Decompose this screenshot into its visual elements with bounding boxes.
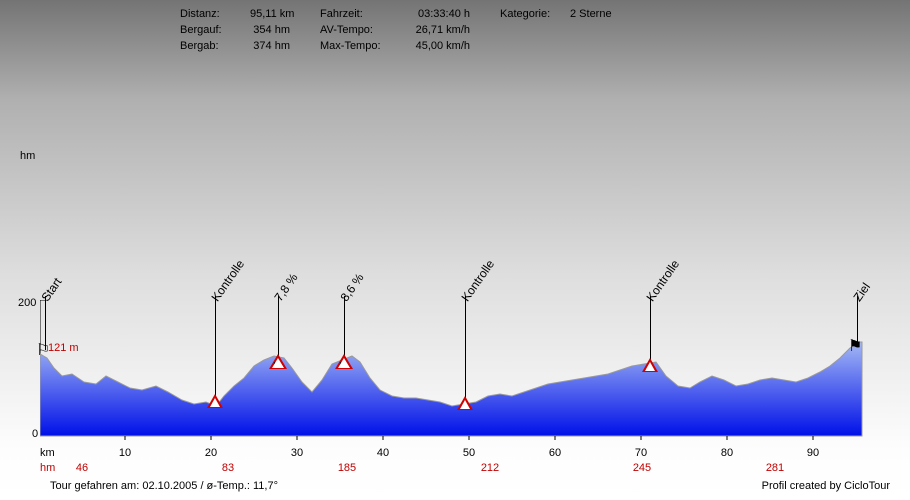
stats-grid: Distanz: 95,11 km Fahrzeit: 03:33:40 h K… bbox=[180, 8, 860, 52]
x-tick-label: 40 bbox=[368, 447, 398, 459]
start-elevation-label: 121 m bbox=[48, 342, 79, 354]
x-tick-label: 10 bbox=[110, 447, 140, 459]
x-tick-label: 90 bbox=[798, 447, 828, 459]
stat-label: Bergab: bbox=[180, 40, 250, 52]
finish-flag-icon: ⚑ bbox=[848, 336, 862, 356]
x-tick-label: 80 bbox=[712, 447, 742, 459]
hm-tick-label: 46 bbox=[67, 462, 97, 474]
slope-triangle-icon bbox=[269, 354, 287, 369]
x-tick-label: 70 bbox=[626, 447, 656, 459]
marker-pin bbox=[278, 296, 279, 356]
stat-value: 374 hm bbox=[250, 40, 320, 52]
stat-label: Fahrzeit: bbox=[320, 8, 410, 20]
stat-label: AV-Tempo: bbox=[320, 24, 410, 36]
y-tick-min: 0 bbox=[32, 428, 38, 440]
hm-tick-label: 281 bbox=[760, 462, 790, 474]
stat-value: 45,00 km/h bbox=[410, 40, 500, 52]
footer-credit: Profil created by CicloTour bbox=[762, 480, 890, 492]
x-tick-label: 30 bbox=[282, 447, 312, 459]
marker-label: Kontrolle bbox=[459, 257, 498, 304]
stat-label: Kategorie: bbox=[500, 8, 570, 20]
hm-axis-unit: hm bbox=[40, 462, 55, 474]
marker-pin bbox=[465, 296, 466, 398]
stat-label: Bergauf: bbox=[180, 24, 250, 36]
stat-label: Distanz: bbox=[180, 8, 250, 20]
marker-pin bbox=[215, 296, 216, 396]
marker-pin bbox=[650, 296, 651, 360]
x-tick-label: 50 bbox=[454, 447, 484, 459]
footer-tour-info: Tour gefahren am: 02.10.2005 / ø-Temp.: … bbox=[50, 480, 278, 492]
marker-pin bbox=[344, 296, 345, 356]
x-tick-label: 60 bbox=[540, 447, 570, 459]
stat-value: 354 hm bbox=[250, 24, 320, 36]
marker-label: Kontrolle bbox=[209, 257, 248, 304]
x-tick-label: 20 bbox=[196, 447, 226, 459]
hm-tick-label: 83 bbox=[213, 462, 243, 474]
stat-value: 95,11 km bbox=[250, 8, 320, 20]
stat-value: 26,71 km/h bbox=[410, 24, 500, 36]
warning-triangle-icon: ! bbox=[642, 358, 658, 372]
hm-tick-label: 185 bbox=[332, 462, 362, 474]
elevation-profile-chart bbox=[40, 300, 866, 440]
hm-tick-label: 212 bbox=[475, 462, 505, 474]
stat-label: Max-Tempo: bbox=[320, 40, 410, 52]
marker-label: Kontrolle bbox=[644, 257, 683, 304]
x-axis-unit: km bbox=[40, 447, 55, 459]
warning-triangle-icon: ! bbox=[207, 394, 223, 408]
stat-value: 03:33:40 h bbox=[410, 8, 500, 20]
hm-tick-label: 245 bbox=[627, 462, 657, 474]
y-axis-unit: hm bbox=[20, 150, 35, 162]
y-tick-max: 200 bbox=[18, 297, 36, 309]
slope-triangle-icon bbox=[335, 354, 353, 369]
start-flag-icon: ⚐ bbox=[36, 340, 50, 360]
stat-value: 2 Sterne bbox=[570, 8, 670, 20]
warning-triangle-icon: ! bbox=[457, 396, 473, 410]
